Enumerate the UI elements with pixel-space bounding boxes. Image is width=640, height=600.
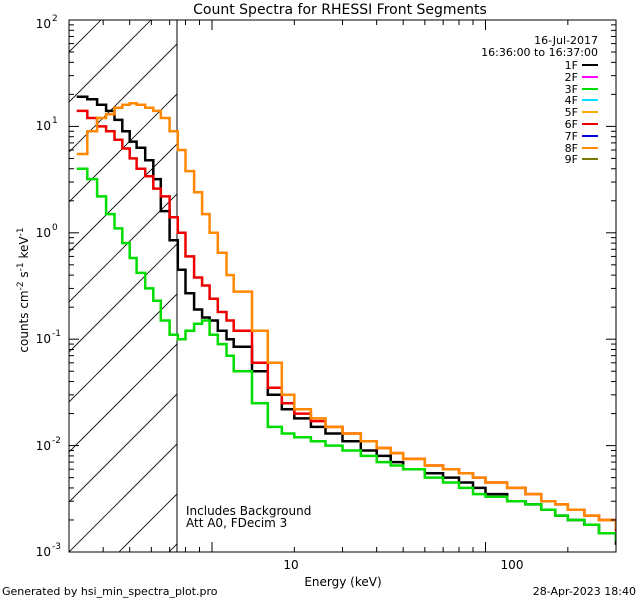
hatch-line	[69, 243, 177, 353]
svg-text:9F: 9F	[565, 153, 578, 166]
hatch-line	[619, 20, 640, 552]
legend-entry-4f: 4F	[565, 94, 598, 107]
legend-entry-2f: 2F	[565, 71, 598, 84]
svg-text:3F: 3F	[565, 83, 578, 96]
svg-text:10: 10	[36, 439, 51, 453]
svg-text:10: 10	[36, 226, 51, 240]
legend-entry-7f: 7F	[565, 130, 598, 143]
y-tick-label-1e-3: 10 -3	[36, 542, 61, 559]
hatch-line	[118, 493, 177, 552]
x-tick-label-10: 10	[283, 558, 298, 572]
chart-title: Count Spectra for RHESSI Front Segments	[193, 2, 487, 18]
svg-text:2: 2	[52, 14, 58, 24]
svg-text:4F: 4F	[565, 94, 578, 107]
footer-timestamp: 28-Apr-2023 18:40	[533, 585, 636, 598]
legend-entry-6f: 6F	[565, 118, 598, 131]
hatch-line	[69, 143, 177, 253]
y-tick-label-1e0: 10 0	[36, 223, 58, 240]
series-3f-line	[76, 167, 616, 542]
y-tick-label-1e-1: 10 -1	[36, 329, 61, 346]
series-1f-line	[76, 95, 616, 545]
hatch-line	[0, 20, 1, 552]
hatch-line	[69, 193, 177, 303]
svg-text:0: 0	[52, 223, 58, 233]
svg-text:2F: 2F	[565, 71, 578, 84]
hatch-line	[69, 293, 177, 403]
hatch-line	[69, 443, 177, 552]
svg-text:8F: 8F	[565, 142, 578, 155]
legend: 1F 2F 3F 4F 5F 6F	[565, 59, 598, 166]
legend-entry-8f: 8F	[565, 142, 598, 155]
y-tick-label-1e1: 10 1	[36, 116, 58, 133]
x-tick-label-100: 100	[501, 558, 524, 572]
y-tick-label-1e2: 10 2	[36, 14, 58, 31]
legend-entry-3f: 3F	[565, 83, 598, 96]
svg-text:1F: 1F	[565, 59, 578, 72]
shaded-region	[0, 20, 640, 552]
annotation-attenuator: Att A0, FDecim 3	[186, 516, 287, 530]
svg-text:-1: -1	[52, 329, 61, 339]
svg-text:-3: -3	[52, 542, 61, 552]
svg-text:-2: -2	[52, 436, 61, 446]
y-axis-label: counts cm-2 s-1 keV-1	[16, 227, 31, 352]
legend-entry-9f: 9F	[565, 153, 598, 166]
svg-text:10: 10	[36, 119, 51, 133]
hatch-line	[519, 20, 640, 552]
svg-text:10: 10	[36, 545, 51, 559]
series-layer	[76, 95, 616, 545]
generated-by-label: Generated by hsi_min_spectra_plot.pro	[2, 585, 218, 598]
series-8f-line	[76, 102, 616, 529]
hatch-line	[369, 20, 640, 552]
date-label: 16-Jul-2017	[534, 34, 598, 47]
svg-text:1: 1	[52, 116, 58, 126]
legend-entry-1f: 1F	[565, 59, 598, 72]
x-axis-label: Energy (keV)	[304, 575, 381, 589]
svg-text:6F: 6F	[565, 118, 578, 131]
legend-entry-5f: 5F	[565, 106, 598, 119]
svg-text:7F: 7F	[565, 130, 578, 143]
time-range-label: 16:36:00 to 16:37:00	[481, 46, 598, 59]
hatch-line	[569, 20, 640, 552]
hatch-line	[69, 393, 177, 503]
y-tick-label-1e-2: 10 -2	[36, 436, 61, 453]
hatch-line	[469, 20, 640, 552]
svg-text:10: 10	[36, 17, 51, 31]
series-6f-line	[76, 109, 616, 532]
svg-text:5F: 5F	[565, 106, 578, 119]
hatch-line	[69, 93, 177, 203]
axis-ticks	[68, 19, 617, 553]
plot-frame	[68, 19, 617, 553]
hatch-line	[419, 20, 640, 552]
annotation-background: Includes Background	[186, 504, 311, 518]
svg-text:10: 10	[36, 332, 51, 346]
hatch-line	[69, 43, 177, 153]
